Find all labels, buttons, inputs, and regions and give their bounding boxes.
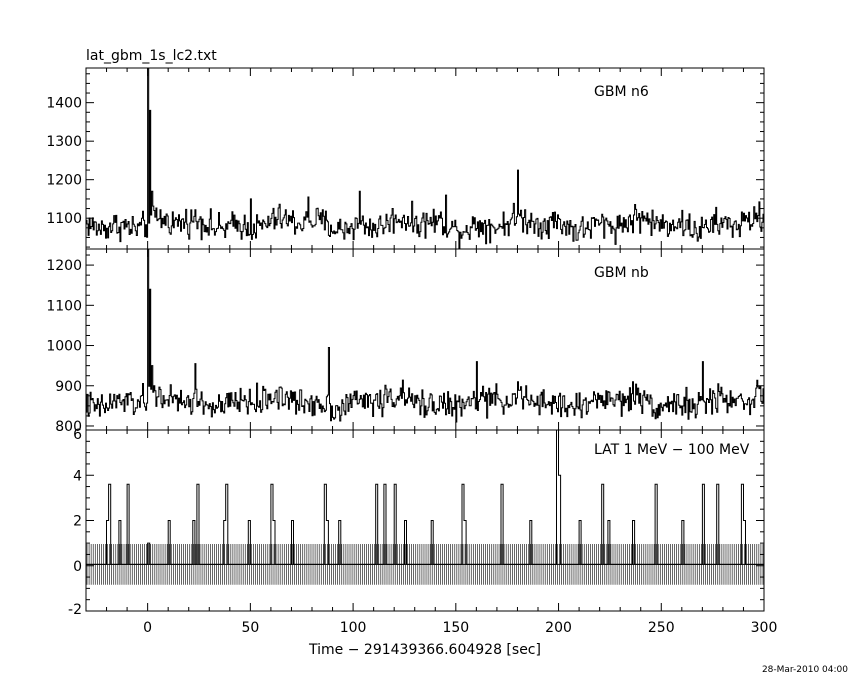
panel-label-lat: LAT 1 MeV − 100 MeV	[594, 442, 750, 458]
x-tick-label: 250	[648, 620, 675, 636]
x-axis-tick-labels: 0 50 100 150 200 250 300	[143, 620, 777, 636]
y-tick-label: -2	[68, 602, 82, 618]
x-tick-label: 100	[340, 620, 367, 636]
x-tick-label: 150	[442, 620, 469, 636]
panel-label-gbm-nb: GBM nb	[594, 265, 649, 281]
y-tick-label: 900	[55, 379, 82, 395]
y-tick-label: 2	[73, 514, 82, 530]
panel-lat: -2 0 2 4 6 LAT 1 MeV − 100 MeV	[68, 427, 765, 618]
y-tick-label: 1300	[46, 134, 82, 150]
y-tick-label: 1200	[46, 258, 82, 274]
y-tick-label: 1400	[46, 96, 82, 112]
timestamp: 28-Mar-2010 04:00	[762, 665, 848, 675]
x-tick-label: 50	[241, 620, 259, 636]
x-tick-label: 0	[143, 620, 152, 636]
y-tick-label: 0	[73, 559, 82, 575]
chart-title: lat_gbm_1s_lc2.txt	[86, 48, 217, 64]
y-tick-label: 1100	[46, 211, 82, 227]
y-tick-label: 1000	[46, 339, 82, 355]
y-tick-label: 1100	[46, 298, 82, 314]
panel-ticks: 1100 1200 1300 1400	[46, 68, 765, 249]
series-lat	[86, 429, 764, 565]
x-tick-label: 200	[545, 620, 572, 636]
panel-ticks: -2 0 2 4 6	[68, 427, 765, 618]
series-gbm-n6	[86, 67, 764, 250]
y-tick-label: 1200	[46, 173, 82, 189]
series-gbm-nb	[86, 248, 764, 423]
panel-label-gbm-n6: GBM n6	[594, 84, 649, 100]
panel-gbm-n6: 1100 1200 1300 1400 GBM n6	[46, 67, 765, 250]
panel-frame	[85, 248, 765, 431]
y-tick-label: 4	[73, 468, 82, 484]
panel-gbm-nb: 800 900 1000 1100 1200 GBM nb	[46, 248, 765, 435]
y-tick-label: 6	[73, 427, 82, 443]
y-tick-label: 800	[55, 419, 82, 435]
x-axis-label: Time − 291439366.604928 [sec]	[308, 642, 541, 658]
panel-ticks: 800 900 1000 1100 1200	[46, 249, 765, 435]
x-tick-label: 300	[751, 620, 778, 636]
